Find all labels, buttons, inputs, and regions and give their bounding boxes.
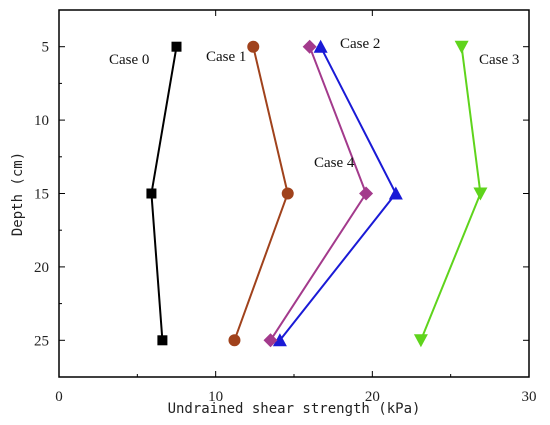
y-axis-label: Depth (cm) xyxy=(10,152,26,236)
y-tick-label: 10 xyxy=(34,113,49,129)
data-point xyxy=(272,333,287,347)
data-point xyxy=(413,334,428,348)
x-tick-label: 10 xyxy=(208,389,223,405)
series-4 xyxy=(263,39,374,348)
series-line xyxy=(419,46,482,341)
series-3 xyxy=(413,40,488,348)
x-tick-label: 0 xyxy=(55,389,63,405)
x-tick-label: 20 xyxy=(365,389,380,405)
y-tick-label: 15 xyxy=(34,187,49,203)
series-line xyxy=(279,46,398,341)
data-point xyxy=(247,40,260,53)
data-point xyxy=(146,188,157,199)
series-line xyxy=(233,46,289,341)
series-layer xyxy=(146,39,488,348)
case-2-label: Case 2 xyxy=(340,36,380,52)
case-1-label: Case 1 xyxy=(206,49,246,65)
data-point xyxy=(281,187,294,200)
data-point xyxy=(473,187,488,201)
series-2 xyxy=(272,39,403,347)
y-tick-label: 25 xyxy=(34,333,49,349)
y-tick-label: 20 xyxy=(34,260,49,276)
data-point xyxy=(171,41,182,52)
data-point xyxy=(388,186,403,200)
x-axis-label: Undrained shear strength (kPa) xyxy=(168,401,421,417)
data-point xyxy=(454,40,469,54)
data-point xyxy=(313,39,328,53)
data-point xyxy=(228,334,241,347)
x-tick-label: 30 xyxy=(522,389,537,405)
data-point xyxy=(302,39,317,54)
series-1 xyxy=(228,40,294,347)
case-3-label: Case 3 xyxy=(479,52,519,68)
case-4-label: Case 4 xyxy=(314,155,355,171)
data-point xyxy=(359,186,374,201)
data-point xyxy=(157,335,168,346)
axis-ticks: 0 10 20 30 5 10 15 20 25 xyxy=(34,10,537,405)
case-0-label: Case 0 xyxy=(109,52,149,68)
data-point xyxy=(263,333,278,348)
y-tick-label: 5 xyxy=(42,40,50,56)
series-0 xyxy=(146,41,182,346)
